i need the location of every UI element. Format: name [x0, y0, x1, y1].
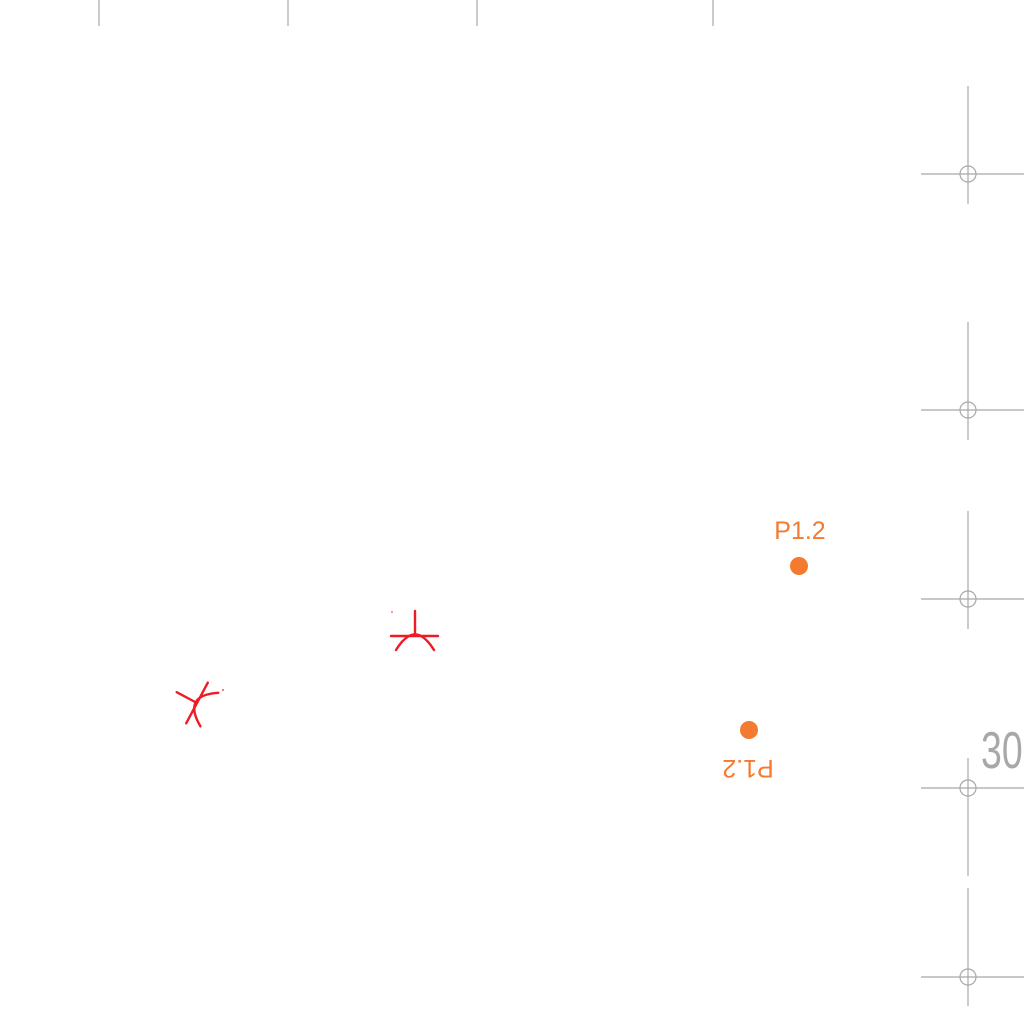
top-ticks	[98, 0, 714, 26]
grid-crosshair-marker	[921, 86, 1024, 204]
survey-point: P1.2	[722, 721, 774, 782]
point-label: P1.2	[774, 517, 825, 545]
grid-crosshair-marker	[921, 888, 1024, 1006]
arc-cross-mark-icon	[389, 609, 440, 652]
point-dot	[790, 557, 808, 575]
survey-point: P1.2	[774, 517, 826, 575]
point-dot	[740, 721, 758, 739]
grid-crosshair-marker	[921, 322, 1024, 440]
grid-coordinate-label: 30	[981, 721, 1023, 780]
point-label-rotated: P1.2	[722, 754, 773, 782]
grid-crosshair-marker	[921, 511, 1024, 629]
right-grid-markers	[921, 86, 1024, 1006]
grid-crosshair-marker	[921, 758, 1024, 876]
mark-dot	[222, 689, 224, 691]
arc-cross-mark-icon	[175, 681, 220, 728]
